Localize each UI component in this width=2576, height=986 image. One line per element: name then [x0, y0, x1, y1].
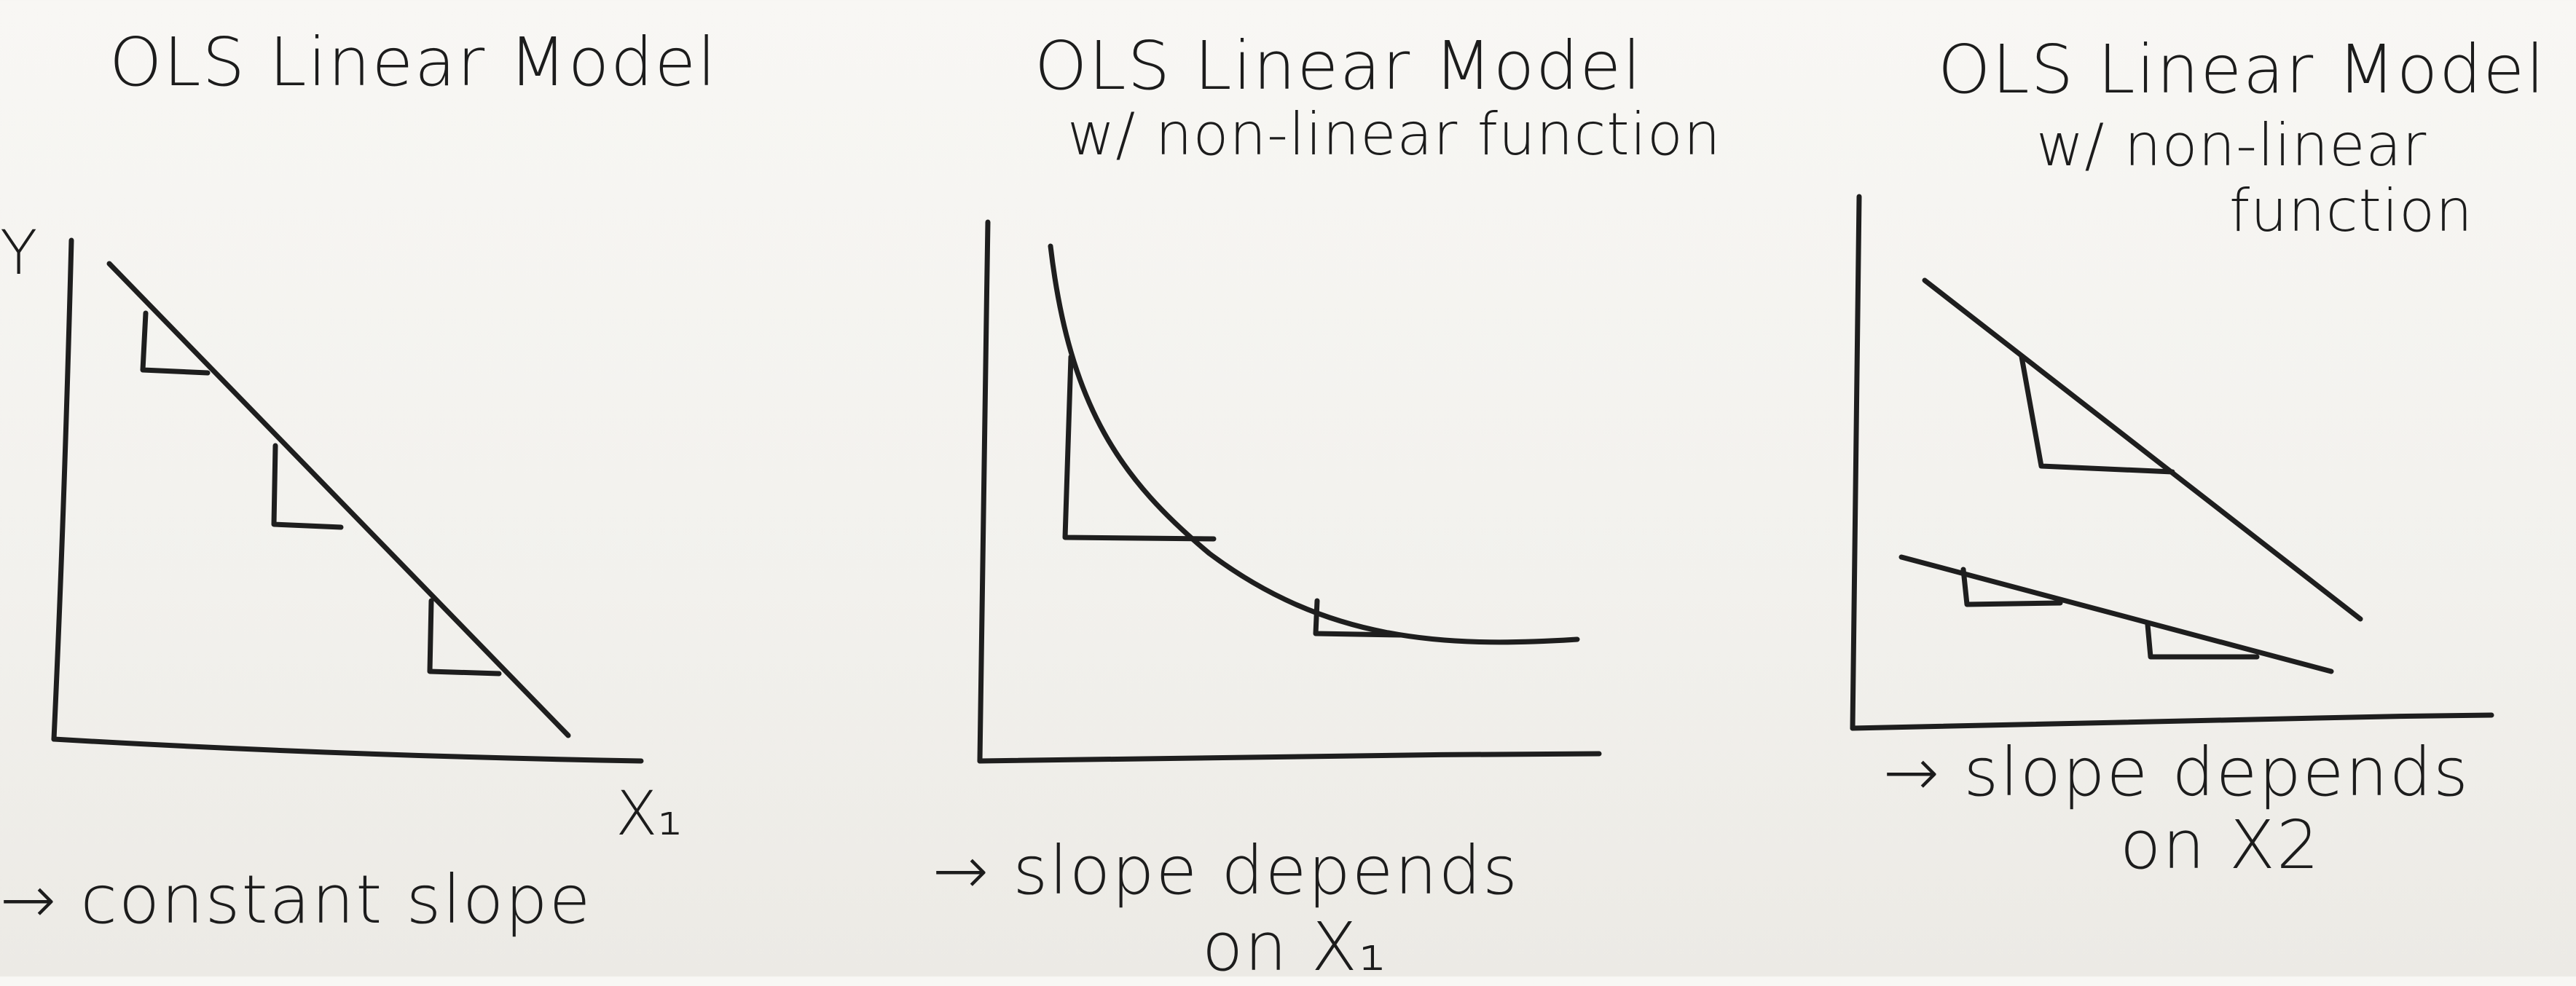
panel-1-graph	[51, 237, 644, 764]
panel-1-y-axis	[51, 237, 74, 742]
panel-2-caption-line-1: → slope depends	[932, 832, 1519, 910]
panel-2-subtitle: w/ non-linear function	[1067, 100, 1721, 168]
panel-3-title: OLS Linear Model	[1938, 31, 2546, 109]
panel-3-graph	[1850, 194, 2494, 731]
panel-2-slope-triangle-1	[1062, 354, 1217, 542]
panel-2-title: OLS Linear Model	[1034, 27, 1643, 105]
panel-1-caption: → constant slope	[0, 861, 592, 939]
panel-3-subtitle-line-1: w/ non-linear	[2036, 111, 2427, 179]
panel-2-y-axis	[977, 219, 991, 764]
panel-1-slope-triangle-1	[140, 310, 211, 376]
panel-3-slope-triangle-upper	[2019, 354, 2175, 475]
panel-2-graph	[977, 219, 1602, 764]
panel-3-lower-line	[1898, 554, 2334, 674]
panel-1-x-axis	[51, 736, 644, 764]
panel-2-caption-line-2: on X₁	[1202, 908, 1387, 986]
panel-2-x-axis	[977, 751, 1602, 764]
panel-1-title: OLS Linear Model	[109, 23, 718, 101]
panel-3-upper-line	[1922, 277, 2363, 622]
panel-1-slope-triangle-3	[427, 598, 502, 677]
panel-1-slope-triangle-2	[271, 443, 344, 530]
panel-3-subtitle-line-2: function	[2229, 177, 2473, 245]
panel-2-slope-triangle-2	[1313, 598, 1403, 638]
panel-3-caption-line-1: → slope depends	[1883, 733, 2470, 811]
panel-3-slope-triangle-lower-1	[1960, 567, 2063, 607]
panel-2-nonlinear-curve	[1048, 243, 1580, 645]
panel-3-caption-line-2: on X2	[2120, 806, 2321, 884]
panel-3-slope-triangle-lower-2	[2145, 622, 2260, 660]
panel-1-regression-line	[106, 261, 571, 738]
panel-1-x-axis-label: X₁	[616, 778, 683, 849]
panel-1-y-axis-label: Y	[0, 217, 38, 288]
panel-3-x-axis	[1850, 712, 2494, 731]
panel-3-y-axis	[1850, 194, 1862, 731]
